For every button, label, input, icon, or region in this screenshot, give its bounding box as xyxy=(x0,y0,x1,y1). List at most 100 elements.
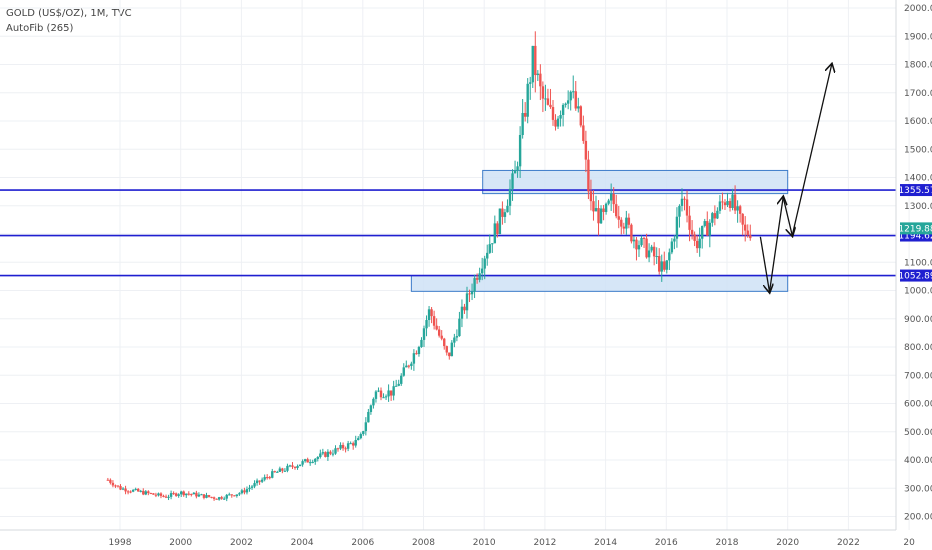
x-tick-label: 2016 xyxy=(655,538,678,548)
candle-body xyxy=(210,496,213,498)
candle-body xyxy=(579,106,583,126)
price-axis[interactable]: 200.00 300.00 400.00 500.00 600.00 700.00 800.… xyxy=(895,0,932,530)
candle-body xyxy=(493,223,497,244)
time-axis[interactable]: 1998 2000 2002 2004 2006 2008 2010 2012 2014 2016… xyxy=(0,529,915,548)
candle-body xyxy=(273,471,276,473)
candle-body xyxy=(235,494,239,496)
candle-body xyxy=(182,491,185,496)
candle-body xyxy=(291,465,294,467)
candle-body xyxy=(445,346,448,353)
candle-body xyxy=(172,493,175,495)
candle-body xyxy=(319,453,322,458)
y-tick-label: 300.00 xyxy=(904,484,932,494)
candle-body xyxy=(640,237,643,246)
candle-body xyxy=(491,243,494,245)
candle-body xyxy=(293,466,297,468)
candle-body xyxy=(486,252,489,259)
x-tick-label: 1998 xyxy=(109,538,132,548)
candle-body xyxy=(121,488,125,490)
x-tick-label: 2000 xyxy=(169,538,192,548)
level-price-flag: 1355.57 xyxy=(898,186,932,196)
candle-body xyxy=(283,470,287,472)
candle-body xyxy=(453,337,456,343)
x-tick-label: 2002 xyxy=(230,538,253,548)
candle-body xyxy=(693,234,696,241)
candle-body xyxy=(205,495,208,498)
indicator-label[interactable]: AutoFib (265) xyxy=(6,23,74,34)
candle-body xyxy=(296,466,299,468)
candle-body xyxy=(286,465,289,471)
candle-body xyxy=(549,104,552,108)
candle-body xyxy=(379,390,383,398)
candle-body xyxy=(412,353,416,364)
candle-body xyxy=(425,320,428,329)
candle-body xyxy=(534,45,537,76)
candle-body xyxy=(642,237,646,239)
candle-body xyxy=(516,166,519,171)
y-tick-label: 1600.00 xyxy=(904,117,932,127)
candle-body xyxy=(311,461,314,463)
candle-body xyxy=(663,261,666,270)
candle-body xyxy=(253,483,256,487)
candle-body xyxy=(711,213,714,223)
y-tick-label: 2000.00 xyxy=(904,4,932,14)
candle-body xyxy=(531,45,534,83)
candle-body xyxy=(195,492,198,497)
candle-body xyxy=(233,495,236,497)
candle-body xyxy=(523,113,527,117)
candle-body xyxy=(448,352,451,357)
candle-body xyxy=(556,118,560,127)
candle-body xyxy=(116,485,120,487)
candle-body xyxy=(589,191,593,202)
candle-body xyxy=(377,390,380,392)
candle-body xyxy=(316,457,319,459)
candle-body xyxy=(147,491,150,494)
candle-body xyxy=(109,479,112,483)
candle-body xyxy=(217,497,221,500)
candle-body xyxy=(716,210,719,219)
candle-body xyxy=(197,494,201,497)
candle-body xyxy=(455,336,459,338)
x-tick-label: 2012 xyxy=(533,538,556,548)
candle-body xyxy=(129,491,132,493)
candle-body xyxy=(673,238,676,242)
y-tick-label: 700.00 xyxy=(904,371,932,381)
candle-body xyxy=(518,134,522,167)
candle-body xyxy=(746,230,749,236)
candle-body xyxy=(544,98,547,100)
candle-body xyxy=(382,397,385,399)
candle-body xyxy=(450,342,454,357)
level-price-flag-bg xyxy=(900,269,932,282)
candle-body xyxy=(372,398,375,406)
candle-body xyxy=(238,493,241,495)
candle-body xyxy=(584,140,588,160)
candle-body xyxy=(688,215,691,230)
candle-body xyxy=(162,495,165,497)
candle-body xyxy=(738,206,742,214)
candle-body xyxy=(728,201,732,208)
candle-body xyxy=(245,489,249,493)
chart-legend: GOLD (US$/OZ), 1M, TVC AutoFib (265) xyxy=(6,6,132,36)
candle-body xyxy=(675,216,679,239)
candle-body xyxy=(288,465,292,467)
candle-body xyxy=(260,479,264,482)
candle-body xyxy=(627,217,631,225)
candle-body xyxy=(427,309,431,321)
candle-body xyxy=(225,494,228,499)
candle-body xyxy=(314,458,317,462)
candle-body xyxy=(508,188,512,206)
candle-body xyxy=(460,306,464,319)
candle-body xyxy=(202,494,206,498)
symbol-title[interactable]: GOLD (US$/OZ), 1M, TVC xyxy=(6,8,132,19)
x-tick-label: 2006 xyxy=(351,538,374,548)
candle-body xyxy=(559,115,562,119)
candle-body xyxy=(185,493,188,496)
y-tick-label: 1500.00 xyxy=(904,145,932,155)
candle-body xyxy=(698,238,701,249)
candle-body xyxy=(721,201,724,203)
candle-body xyxy=(167,496,170,498)
candle-body xyxy=(437,329,441,336)
x-tick-label: 2018 xyxy=(716,538,739,548)
candle-body xyxy=(215,498,218,500)
